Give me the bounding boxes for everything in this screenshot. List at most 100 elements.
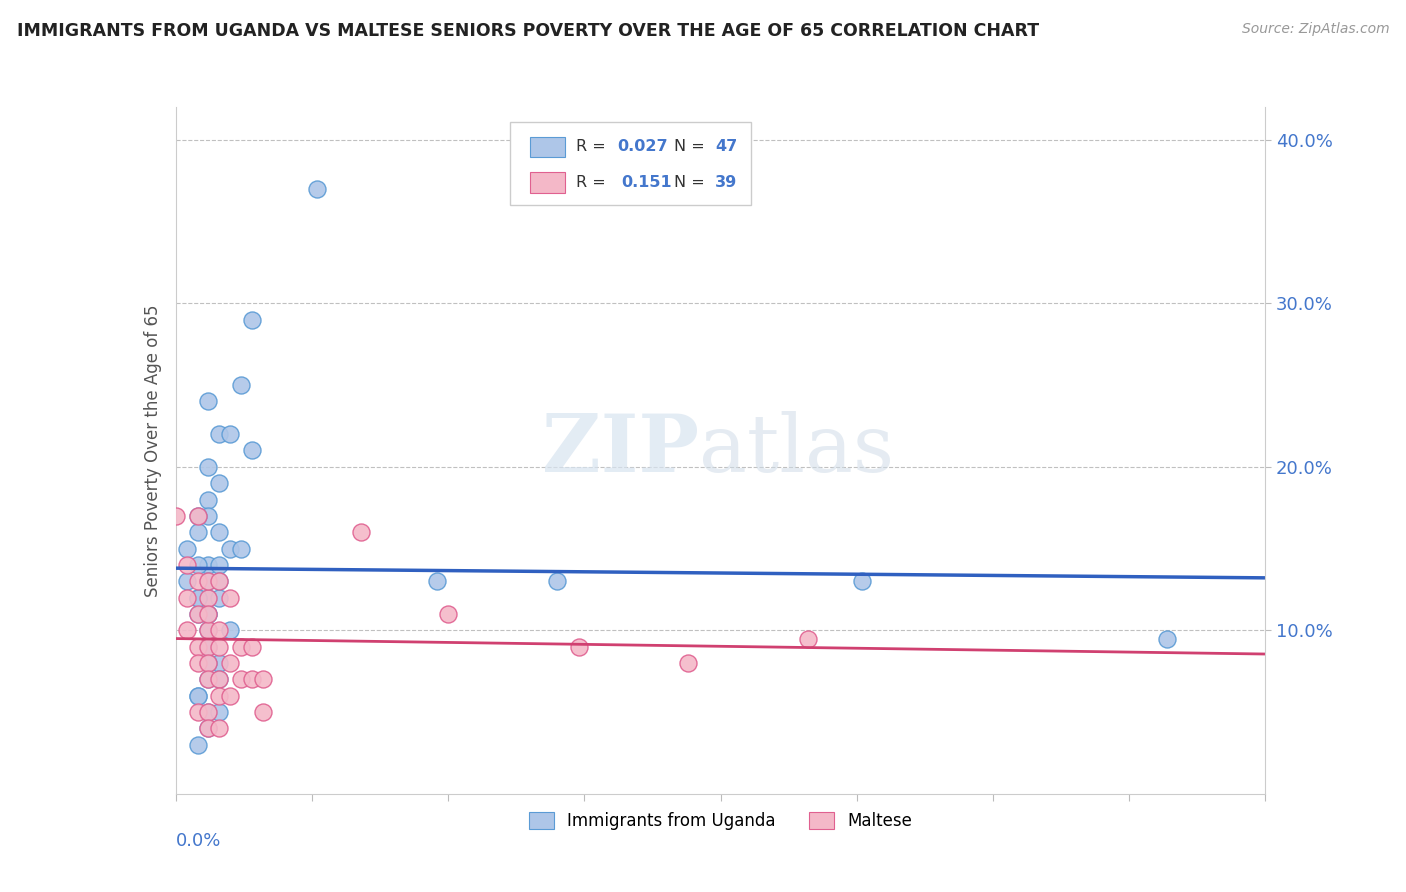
Point (208, 705, 231, 719)
Point (176, 624, 198, 638)
Point (197, 607, 219, 621)
Point (208, 574, 231, 589)
Point (426, 574, 449, 589)
Point (186, 607, 209, 621)
Point (208, 673, 231, 687)
Point (208, 558, 231, 572)
Point (219, 541, 242, 556)
Point (208, 574, 231, 589)
Point (240, 640, 263, 654)
Point (197, 607, 219, 621)
Point (231, 378, 253, 392)
Point (186, 574, 209, 589)
Point (208, 689, 231, 703)
Point (197, 656, 219, 670)
Point (197, 722, 219, 736)
Point (197, 591, 219, 605)
Point (797, 632, 820, 646)
Point (197, 607, 219, 621)
Point (186, 525, 209, 540)
Point (186, 591, 209, 605)
Y-axis label: Seniors Poverty Over the Age of 65: Seniors Poverty Over the Age of 65 (143, 304, 162, 597)
Point (208, 476, 231, 491)
Point (186, 689, 209, 703)
Point (186, 738, 209, 752)
Point (208, 591, 231, 605)
Text: 0.151: 0.151 (621, 175, 672, 190)
Point (197, 673, 219, 687)
Point (197, 591, 219, 605)
Point (197, 624, 219, 638)
Point (186, 508, 209, 523)
Point (176, 541, 198, 556)
Point (208, 427, 231, 442)
Point (197, 574, 219, 589)
Point (1156, 632, 1178, 646)
Text: atlas: atlas (699, 411, 894, 490)
Point (252, 673, 274, 687)
Text: R =: R = (575, 175, 616, 190)
Point (208, 656, 231, 670)
FancyBboxPatch shape (510, 122, 751, 205)
Point (197, 508, 219, 523)
Point (176, 574, 198, 589)
Point (437, 607, 460, 621)
Text: R =: R = (575, 139, 610, 154)
Point (197, 673, 219, 687)
Point (176, 558, 198, 572)
Point (197, 705, 219, 719)
Point (208, 722, 231, 736)
Point (186, 508, 209, 523)
FancyBboxPatch shape (530, 172, 565, 193)
Point (197, 394, 219, 409)
Point (176, 591, 198, 605)
Point (186, 640, 209, 654)
Point (307, 182, 329, 196)
Point (240, 443, 263, 458)
Point (186, 607, 209, 621)
Text: 39: 39 (716, 175, 737, 190)
Point (252, 705, 274, 719)
Point (231, 673, 253, 687)
Point (208, 640, 231, 654)
Point (676, 656, 699, 670)
Point (219, 427, 242, 442)
Point (197, 640, 219, 654)
Text: 0.027: 0.027 (617, 139, 668, 154)
Point (186, 656, 209, 670)
FancyBboxPatch shape (530, 136, 565, 157)
Point (197, 558, 219, 572)
Text: ZIP: ZIP (541, 411, 699, 490)
Point (197, 722, 219, 736)
Point (197, 459, 219, 474)
Point (240, 312, 263, 326)
Point (546, 574, 568, 589)
Point (240, 673, 263, 687)
Text: 47: 47 (716, 139, 737, 154)
Point (186, 558, 209, 572)
Point (219, 656, 242, 670)
Point (186, 705, 209, 719)
Point (208, 673, 231, 687)
Point (568, 640, 591, 654)
Text: IMMIGRANTS FROM UGANDA VS MALTESE SENIORS POVERTY OVER THE AGE OF 65 CORRELATION: IMMIGRANTS FROM UGANDA VS MALTESE SENIOR… (17, 22, 1039, 40)
Text: N =: N = (673, 139, 710, 154)
Text: N =: N = (673, 175, 710, 190)
Point (219, 624, 242, 638)
Point (208, 624, 231, 638)
Text: 0.0%: 0.0% (176, 831, 221, 850)
Point (186, 689, 209, 703)
Point (231, 640, 253, 654)
Point (219, 591, 242, 605)
Point (186, 591, 209, 605)
Point (197, 492, 219, 507)
Point (219, 689, 242, 703)
Point (197, 574, 219, 589)
Legend: Immigrants from Uganda, Maltese: Immigrants from Uganda, Maltese (522, 805, 920, 837)
Point (350, 525, 373, 540)
Point (197, 656, 219, 670)
Point (197, 624, 219, 638)
Point (231, 541, 253, 556)
Point (165, 508, 187, 523)
Point (197, 640, 219, 654)
